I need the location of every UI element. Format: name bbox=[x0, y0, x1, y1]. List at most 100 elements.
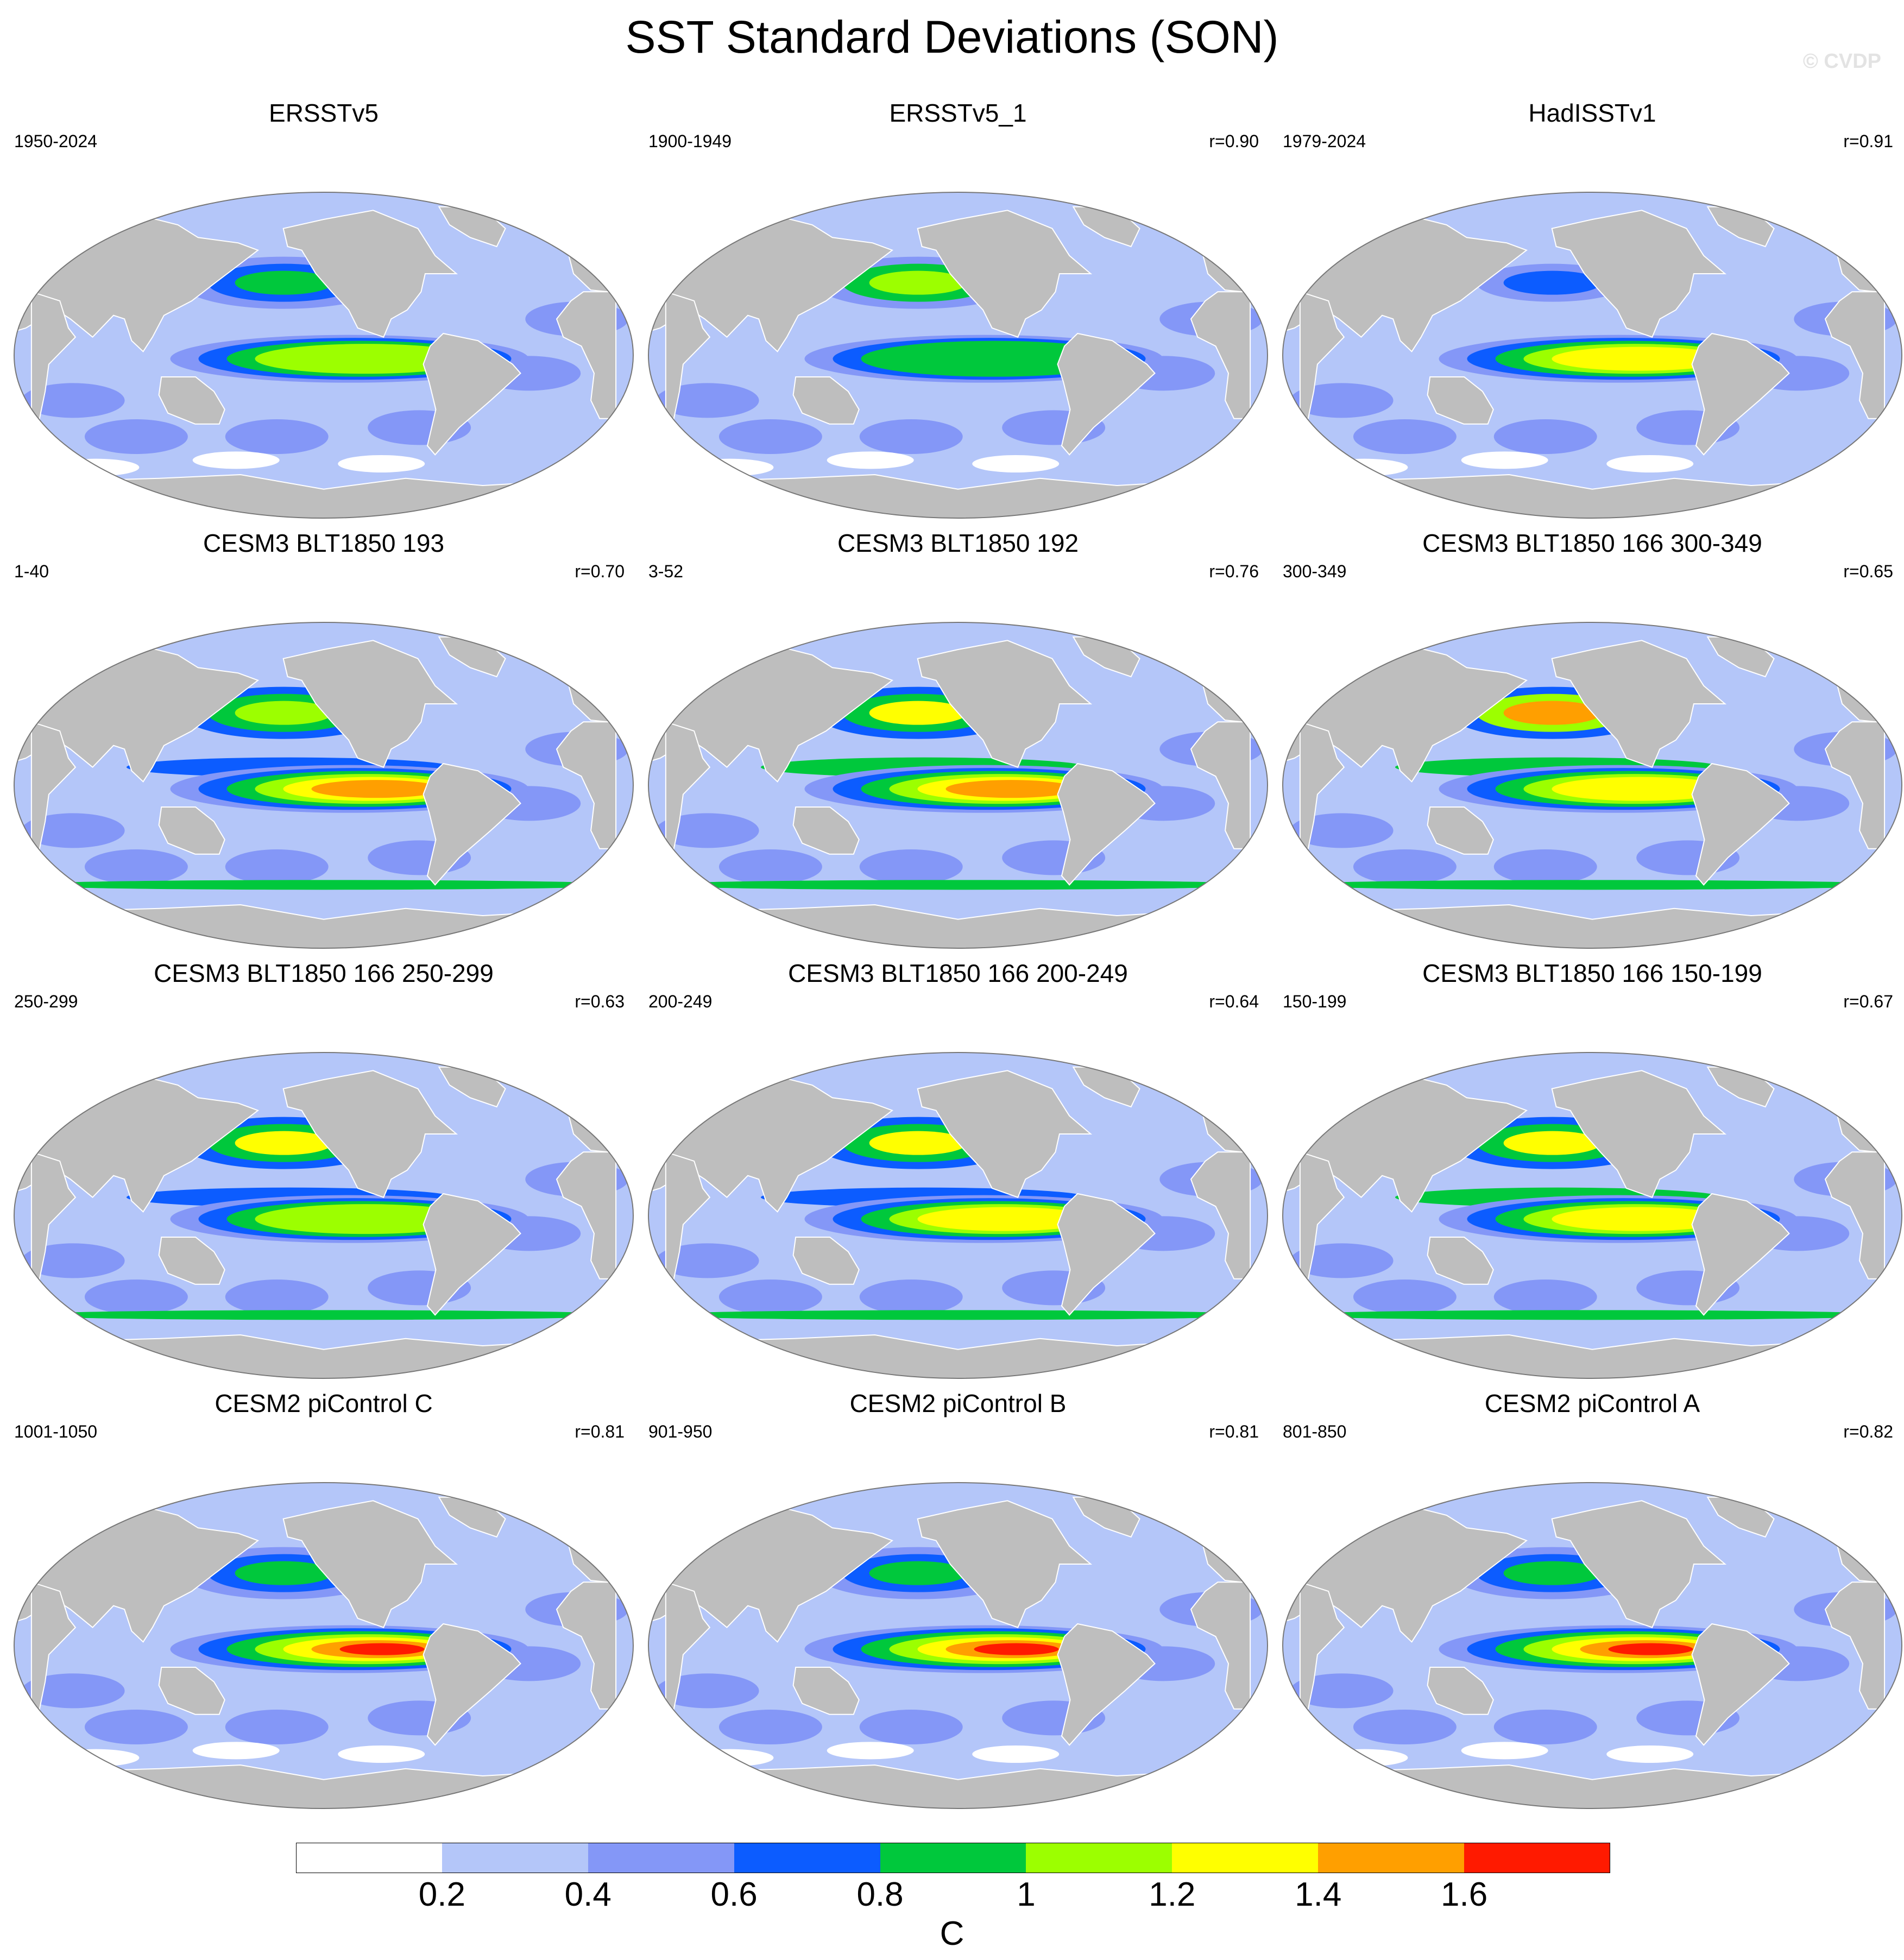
panel-title: ERSSTv5 bbox=[269, 99, 379, 127]
map-panel: CESM3 BLT1850 166 300-349 300-349 r=0.65 bbox=[1275, 528, 1904, 959]
north-pacific-contour bbox=[869, 1561, 967, 1585]
enso-contour bbox=[1552, 346, 1728, 371]
sst-low-patch bbox=[1321, 458, 1408, 476]
landmass-australia bbox=[792, 376, 860, 425]
figure-title: SST Standard Deviations (SON) bbox=[625, 11, 1279, 62]
colorbar-tick-label: 1.4 bbox=[1295, 1876, 1342, 1913]
panel-period: 901-950 bbox=[648, 1422, 713, 1441]
colorbar-tick-label: 0.6 bbox=[710, 1876, 758, 1913]
sst-low-patch bbox=[192, 1742, 280, 1760]
landmass-australia bbox=[158, 806, 225, 855]
sst-anomaly-patch bbox=[655, 1243, 759, 1278]
colorbar-swatch bbox=[734, 1843, 881, 1873]
sst-low-patch bbox=[972, 455, 1060, 472]
enso-contour bbox=[1552, 1207, 1728, 1231]
sst-anomaly-patch bbox=[655, 383, 759, 418]
sst-anomaly-patch bbox=[225, 1710, 329, 1744]
sst-map bbox=[14, 622, 634, 949]
southern-ocean-band bbox=[1288, 1310, 1896, 1320]
sst-anomaly-patch bbox=[1493, 1710, 1597, 1744]
landmass-namerica bbox=[1551, 1070, 1727, 1198]
panel-period: 1001-1050 bbox=[14, 1422, 98, 1441]
sst-anomaly-patch bbox=[1493, 1280, 1597, 1314]
landmass-africa_w bbox=[1190, 291, 1251, 419]
colorbar-swatch bbox=[880, 1843, 1026, 1873]
panel-title: HadISSTv1 bbox=[1528, 99, 1656, 127]
sst-map bbox=[648, 192, 1268, 519]
landmass-samerica bbox=[1691, 1623, 1790, 1746]
sst-low-patch bbox=[338, 1745, 425, 1763]
north-pacific-contour bbox=[1503, 1131, 1602, 1155]
panel-title: CESM3 BLT1850 192 bbox=[837, 529, 1079, 557]
panel-correlation: r=0.63 bbox=[575, 992, 625, 1011]
enso-contour bbox=[917, 1207, 1094, 1231]
landmass-africa_w bbox=[1824, 721, 1886, 849]
panel-period: 1900-1949 bbox=[648, 131, 732, 151]
panel-correlation: r=0.81 bbox=[1209, 1422, 1259, 1441]
sst-anomaly-patch bbox=[84, 1280, 188, 1314]
sst-anomaly-patch bbox=[21, 1243, 125, 1278]
sst-low-patch bbox=[827, 1742, 914, 1760]
map-panel: HadISSTv1 1979-2024 r=0.91 bbox=[1275, 98, 1904, 529]
colorbar-swatch bbox=[588, 1843, 735, 1873]
map-panel: CESM2 piControl C 1001-1050 r=0.81 bbox=[7, 1388, 641, 1819]
landmass-samerica bbox=[1691, 762, 1790, 886]
sst-anomaly-patch bbox=[1493, 419, 1597, 454]
sst-map bbox=[648, 1052, 1268, 1379]
panel-period: 3-52 bbox=[648, 562, 684, 581]
map-panel: CESM2 piControl B 901-950 r=0.81 bbox=[641, 1388, 1275, 1819]
landmass-africa_w bbox=[1824, 1151, 1886, 1280]
map-border bbox=[1282, 1052, 1902, 1379]
panel-correlation: r=0.82 bbox=[1843, 1422, 1893, 1441]
panel-title: ERSSTv5_1 bbox=[889, 99, 1027, 127]
landmass-africa_w bbox=[556, 291, 617, 419]
enso-contour bbox=[339, 1643, 425, 1655]
enso-contour bbox=[974, 1643, 1059, 1655]
panel-correlation: r=0.91 bbox=[1843, 131, 1893, 151]
map-border bbox=[1282, 1482, 1902, 1809]
cvdp-watermark: © CVDP bbox=[1802, 50, 1881, 73]
panel-title: CESM3 BLT1850 166 200-249 bbox=[788, 959, 1128, 987]
colorbar-swatch bbox=[1026, 1843, 1172, 1873]
panel-title: CESM3 BLT1850 166 250-299 bbox=[154, 959, 494, 987]
sst-anomaly-patch bbox=[225, 1280, 329, 1314]
landmass-namerica bbox=[282, 640, 458, 768]
landmass-australia bbox=[1427, 1237, 1494, 1285]
north-pacific-contour bbox=[235, 1131, 333, 1155]
sst-map bbox=[14, 1052, 634, 1379]
landmass-namerica bbox=[282, 1070, 458, 1198]
enso-contour bbox=[255, 344, 477, 374]
landmass-australia bbox=[158, 1237, 225, 1285]
landmass-africa_w bbox=[1190, 1151, 1251, 1280]
panel-period: 1-40 bbox=[14, 562, 49, 581]
landmass-samerica bbox=[1057, 1193, 1156, 1316]
panel-title: CESM3 BLT1850 166 300-349 bbox=[1422, 529, 1762, 557]
sst-anomaly-patch bbox=[1353, 419, 1457, 454]
sst-low-patch bbox=[686, 1749, 774, 1767]
colorbar-swatch bbox=[1318, 1843, 1465, 1873]
colorbar-tick-label: 1.2 bbox=[1149, 1876, 1196, 1913]
enso-contour bbox=[1552, 777, 1728, 801]
map-border bbox=[648, 192, 1268, 519]
sst-anomaly-patch bbox=[1290, 1243, 1394, 1278]
colorbar bbox=[296, 1843, 1611, 1873]
colorbar-swatch bbox=[442, 1843, 589, 1873]
panel-correlation: r=0.64 bbox=[1209, 992, 1259, 1011]
sst-map bbox=[1282, 1482, 1902, 1809]
landmass-namerica bbox=[1551, 210, 1727, 338]
landmass-africa_w bbox=[556, 1151, 617, 1280]
sst-anomaly-patch bbox=[718, 1710, 822, 1744]
sst-anomaly-patch bbox=[1493, 849, 1597, 884]
panel-title: CESM3 BLT1850 193 bbox=[203, 529, 445, 557]
sst-anomaly-patch bbox=[84, 1710, 188, 1744]
southern-ocean-band bbox=[654, 1310, 1262, 1320]
landmass-samerica bbox=[423, 762, 521, 886]
sst-anomaly-patch bbox=[859, 1280, 963, 1314]
sst-low-patch bbox=[338, 455, 425, 472]
sst-anomaly-patch bbox=[655, 1673, 759, 1709]
sst-map bbox=[648, 1482, 1268, 1809]
sst-low-patch bbox=[686, 458, 774, 476]
panel-title: CESM2 piControl A bbox=[1484, 1389, 1700, 1417]
map-panel: CESM3 BLT1850 193 1-40 r=0.70 bbox=[7, 528, 641, 959]
southern-ocean-band bbox=[20, 880, 628, 890]
